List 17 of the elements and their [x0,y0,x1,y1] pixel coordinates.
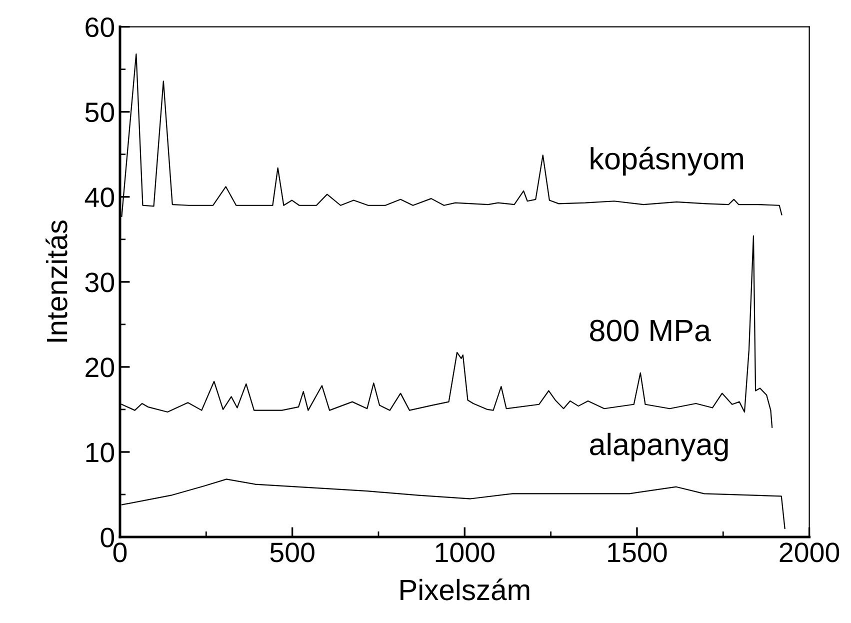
y-tick-label: 60 [86,17,114,38]
series-label: alapanyag [590,432,728,462]
y-tick-label: 50 [85,102,114,122]
x-tick-label: 500 [270,542,314,562]
x-tick-label: 1000 [436,542,494,562]
x-tick-label: 0 [113,542,127,562]
y-tick-label: 30 [85,272,114,292]
y-axis-title: Intenzitás [46,220,68,342]
y-tick-label: 0 [100,528,114,548]
x-tick-label: 1500 [608,542,667,562]
y-tick-label: 40 [84,188,114,208]
x-tick-label: 2000 [780,542,840,562]
y-tick-label: 10 [86,442,114,462]
x-axis-title: Pixelszám [400,578,530,600]
series-label: kopásnyom [590,146,743,176]
y-tick-label: 20 [86,358,114,378]
series-label: 800 MPa [590,320,712,342]
